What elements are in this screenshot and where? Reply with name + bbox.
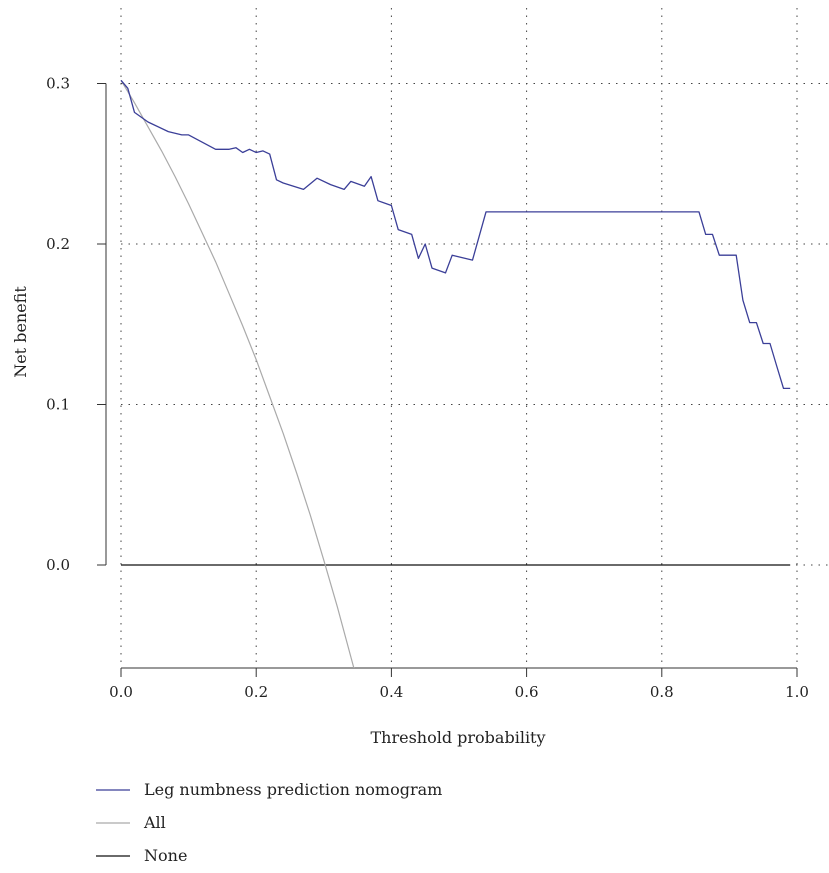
y-tick-label: 0.1 bbox=[46, 396, 70, 414]
legend: Leg numbness prediction nomogram All None bbox=[96, 780, 442, 865]
y-tick-label: 0.3 bbox=[46, 75, 70, 93]
x-tick-label: 0.6 bbox=[515, 683, 539, 701]
y-axis-title: Net benefit bbox=[11, 286, 30, 378]
series-line-all bbox=[120, 79, 355, 668]
axes: 0.0 0.2 0.4 0.6 0.8 1.0 0.0 0.1 0.2 0.3 bbox=[46, 75, 809, 702]
legend-label-all: All bbox=[143, 813, 166, 832]
y-tick-label: 0.0 bbox=[46, 556, 70, 574]
x-tick-label: 0.2 bbox=[244, 683, 268, 701]
legend-label-leg-numbness-prediction-nomogram: Leg numbness prediction nomogram bbox=[144, 780, 442, 799]
x-tick-label: 0.0 bbox=[109, 683, 133, 701]
x-tick-label: 1.0 bbox=[785, 683, 809, 701]
series-line-leg-numbness-prediction-nomogram bbox=[120, 79, 791, 390]
series-lines bbox=[120, 79, 791, 668]
x-tick-label: 0.4 bbox=[379, 683, 403, 701]
x-tick-label: 0.8 bbox=[650, 683, 674, 701]
legend-label-none: None bbox=[144, 846, 187, 865]
x-axis-title: Threshold probability bbox=[370, 728, 545, 747]
grid-lines bbox=[120, 8, 829, 668]
y-tick-label: 0.2 bbox=[46, 235, 70, 253]
